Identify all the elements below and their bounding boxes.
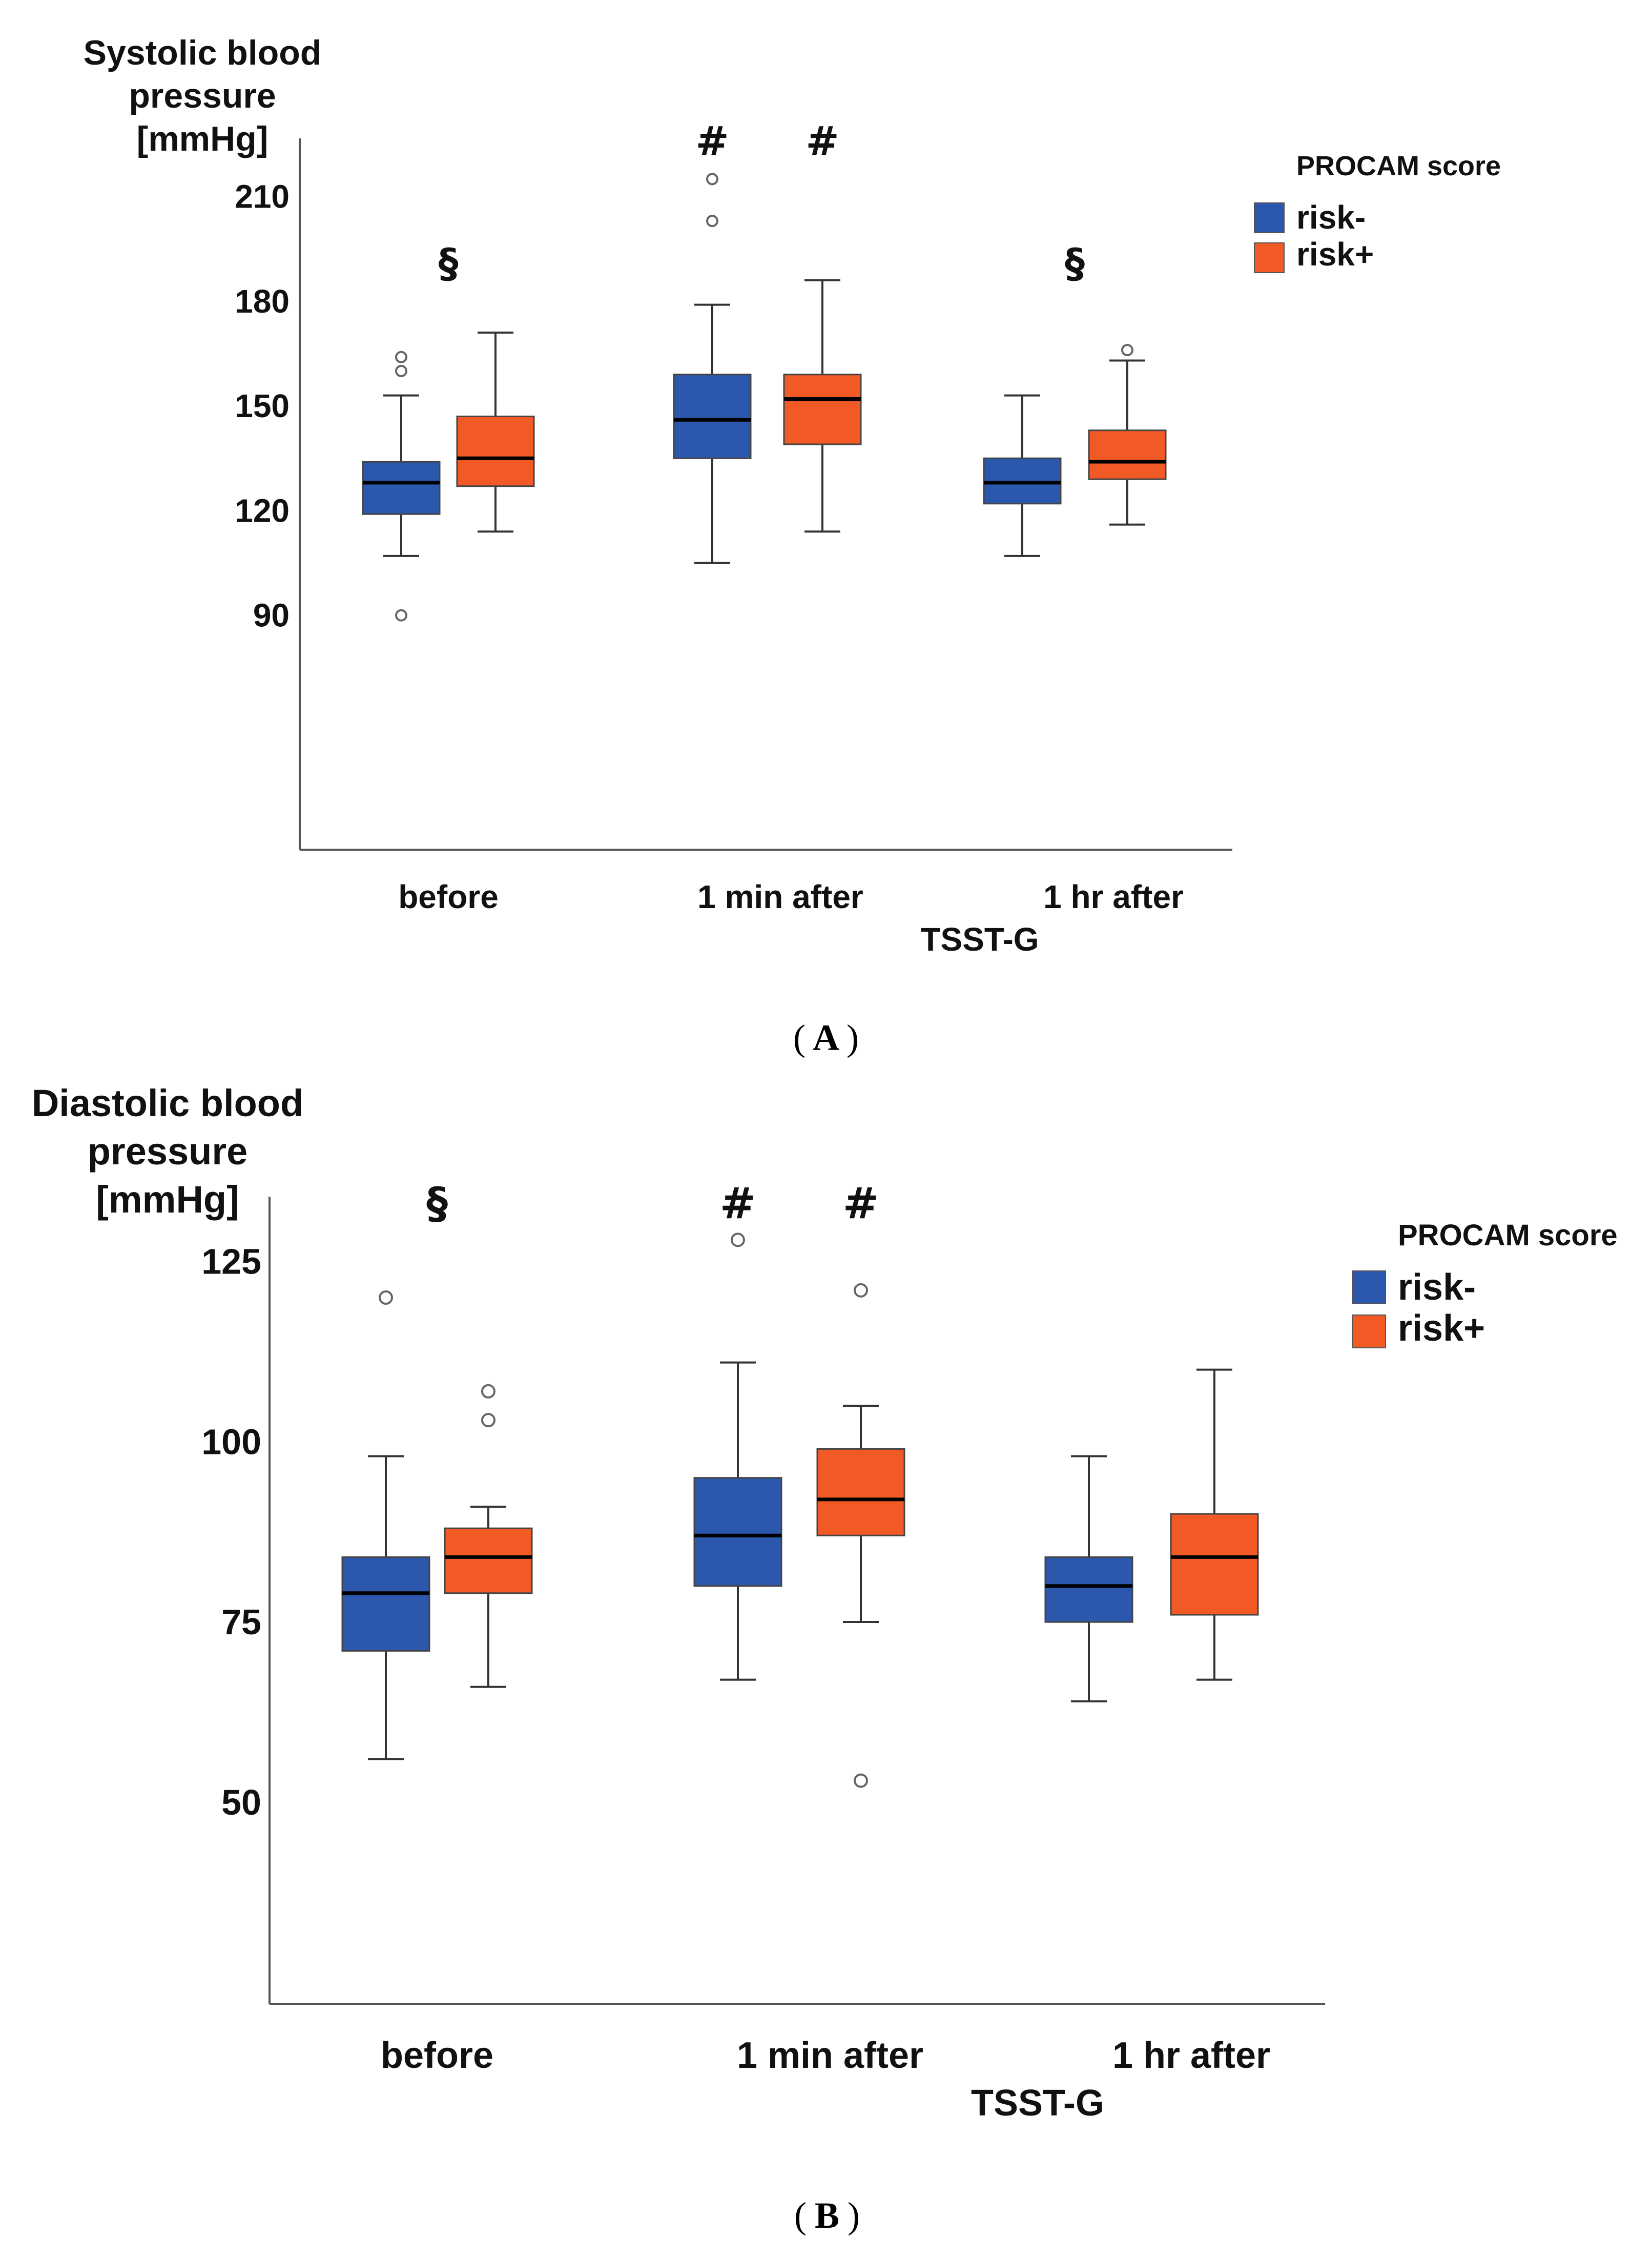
chart-a-risk-plus-2-iqr [1088, 429, 1167, 480]
chart-b-annotation: § [426, 1178, 448, 1228]
chart-b-risk-plus-2-iqr [1170, 1513, 1259, 1616]
chart-a-annotations: § # # § [439, 118, 1085, 286]
chart-a-annotation: § [1065, 241, 1085, 287]
chart-a-ylabel-line-3: [mmHg] [137, 119, 269, 158]
chart-a-ytick: 120 [235, 492, 290, 529]
chart-b-risk-plus-0-outlier [481, 1384, 495, 1399]
chart-a-ylabel-line-1: Systolic blood [84, 33, 322, 72]
chart-b-risk-minus-0-iqr [341, 1556, 430, 1652]
chart-a-legend-title: PROCAM score [1296, 151, 1501, 181]
chart-a-risk-plus-1-box [783, 279, 862, 533]
chart-a-ytick: 90 [253, 597, 290, 634]
chart-a-ylabel-line-2: pressure [129, 76, 276, 115]
chart-a-ytick: 210 [235, 178, 290, 215]
chart-a-legend: PROCAM score risk- risk+ [1254, 151, 1501, 273]
chart-b-panel-open-paren: ( [794, 2195, 807, 2236]
chart-a-risk-minus-1-box [673, 173, 752, 564]
chart-b-legend-swatch-risk-plus [1352, 1315, 1386, 1348]
chart-b-category-before: before [381, 2035, 493, 2076]
chart-a-risk-plus-0-box [456, 332, 535, 533]
chart-b-risk-minus-0-box [341, 1290, 430, 1760]
chart-b-legend-swatch-risk-minus [1352, 1270, 1386, 1304]
chart-a-annotation: # [695, 118, 729, 165]
chart-a-ytick: 150 [235, 387, 290, 424]
chart-a-annotation: § [439, 241, 459, 287]
chart-a-risk-minus-0-outlier [395, 609, 407, 622]
chart-a-legend-swatch-risk-minus [1254, 202, 1285, 233]
chart-b-ytick: 75 [221, 1602, 261, 1642]
chart-a-risk-plus-0-iqr [456, 416, 535, 487]
chart-b-legend-label-risk-plus: risk+ [1398, 1308, 1485, 1349]
chart-a-risk-minus-1-outlier [706, 173, 718, 186]
chart-a-y-ticks: 90 120 150 180 210 [235, 178, 290, 633]
chart-a-risk-minus-0-box [362, 351, 441, 622]
chart-b-ylabel: Diastolic blood pressure [mmHg] [32, 1082, 303, 1221]
chart-b-x-categories: before 1 min after 1 hr after [381, 2035, 1270, 2076]
chart-b-ytick: 50 [221, 1782, 261, 1822]
chart-b-annotation: # [843, 1178, 879, 1228]
chart-a-ytick: 180 [235, 283, 290, 320]
chart-a-risk-minus-0-outlier [395, 351, 407, 363]
chart-a-panel-open-paren: ( [793, 1017, 806, 1058]
chart-a-category-1-min-after: 1 min after [697, 878, 863, 915]
chart-b-ytick: 125 [201, 1242, 261, 1282]
chart-b-diastolic: Diastolic blood pressure [mmHg] 50 75 10… [32, 1082, 1618, 2236]
chart-b-annotation: # [720, 1178, 756, 1228]
chart-b-legend: PROCAM score risk- risk+ [1352, 1219, 1618, 1349]
chart-b-risk-plus-1-iqr [816, 1448, 905, 1536]
chart-a-panel-letter: A [813, 1017, 839, 1058]
chart-b-risk-plus-0-outlier [481, 1413, 495, 1428]
chart-a-risk-minus-2-box [983, 394, 1062, 557]
chart-b-risk-plus-1-box [816, 1283, 905, 1788]
chart-b-risk-minus-2-iqr [1044, 1556, 1133, 1623]
chart-b-risk-plus-0-box [444, 1384, 533, 1688]
chart-a-panel-label: ( A ) [793, 1017, 859, 1058]
chart-b-legend-title: PROCAM score [1398, 1219, 1618, 1252]
chart-a-legend-label-risk-plus: risk+ [1296, 236, 1374, 273]
chart-b-panel-label: ( B ) [794, 2195, 860, 2236]
chart-a-legend-label-risk-minus: risk- [1296, 199, 1366, 236]
chart-b-ytick: 100 [201, 1422, 261, 1462]
chart-b-risk-minus-2-box [1044, 1455, 1133, 1702]
chart-a-risk-minus-1-iqr [673, 374, 752, 459]
chart-a-panel-close-paren: ) [846, 1017, 859, 1058]
chart-b-xlabel: TSST-G [971, 2083, 1104, 2124]
chart-a-ylabel: Systolic blood pressure [mmHg] [84, 33, 322, 158]
chart-b-category-1-hr-after: 1 hr after [1112, 2035, 1270, 2076]
chart-a-risk-plus-1-iqr [783, 374, 862, 445]
chart-b-ylabel-line-2: pressure [88, 1130, 248, 1173]
chart-a-legend-swatch-risk-plus [1254, 242, 1285, 273]
chart-a-risk-minus-0-outlier [395, 364, 407, 377]
chart-b-panel-letter: B [815, 2195, 839, 2236]
chart-b-risk-minus-1-box [693, 1233, 782, 1681]
chart-b-ylabel-line-1: Diastolic blood [32, 1082, 303, 1124]
chart-b-risk-minus-0-outlier [379, 1290, 393, 1305]
chart-a-x-categories: before 1 min after 1 hr after [398, 878, 1184, 915]
chart-b-panel-close-paren: ) [848, 2195, 860, 2236]
chart-a-risk-minus-1-outlier [706, 215, 718, 228]
chart-a-risk-minus-0-iqr [362, 461, 441, 515]
chart-b-risk-plus-0-iqr [444, 1527, 533, 1594]
chart-b-boxes [341, 1233, 1259, 1788]
chart-b-risk-minus-1-iqr [693, 1477, 782, 1587]
chart-b-ylabel-line-3: [mmHg] [96, 1178, 239, 1221]
chart-b-risk-minus-1-outlier [731, 1233, 745, 1247]
chart-b-annotations: § # # [426, 1178, 879, 1228]
chart-b-y-ticks: 50 75 100 125 [201, 1242, 261, 1822]
chart-a-category-before: before [398, 878, 499, 915]
chart-a-xlabel: TSST-G [920, 921, 1039, 958]
chart-b-category-1-min-after: 1 min after [737, 2035, 923, 2076]
chart-a-risk-plus-2-box [1088, 344, 1167, 526]
chart-a-risk-plus-2-outlier [1121, 344, 1133, 357]
chart-b-risk-plus-2-box [1170, 1368, 1259, 1681]
chart-a-category-1-hr-after: 1 hr after [1043, 878, 1184, 915]
chart-b-risk-plus-1-outlier [854, 1283, 868, 1298]
chart-a-systolic: Systolic blood pressure [mmHg] 90 120 15… [84, 33, 1501, 1058]
chart-b-risk-plus-1-outlier [854, 1773, 868, 1788]
chart-a-boxes [362, 173, 1167, 622]
chart-b-legend-label-risk-minus: risk- [1398, 1267, 1476, 1308]
chart-a-annotation: # [806, 118, 839, 165]
